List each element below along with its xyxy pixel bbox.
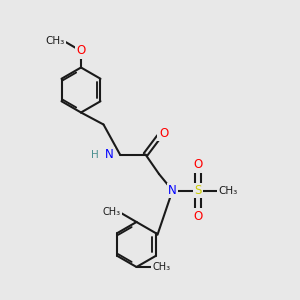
Text: CH₃: CH₃: [46, 35, 65, 46]
Text: CH₃: CH₃: [152, 262, 170, 272]
Text: H: H: [91, 149, 98, 160]
Text: O: O: [194, 158, 202, 172]
Text: CH₃: CH₃: [218, 185, 238, 196]
Text: O: O: [194, 209, 202, 223]
Text: N: N: [105, 148, 114, 161]
Text: O: O: [159, 127, 168, 140]
Text: N: N: [168, 184, 177, 197]
Text: S: S: [194, 184, 202, 197]
Text: CH₃: CH₃: [103, 207, 121, 218]
Text: O: O: [76, 44, 85, 58]
